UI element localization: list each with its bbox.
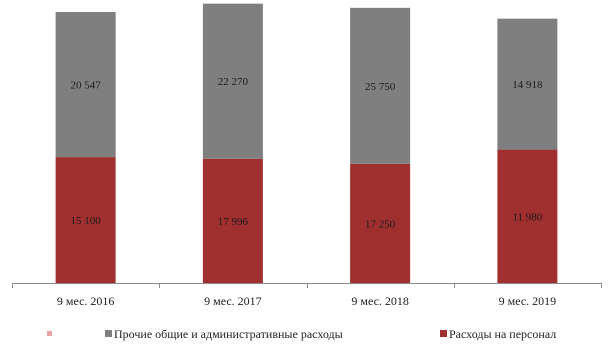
bars-layer [55,3,558,283]
data-label-personnel-1: 15 100 [71,215,102,227]
legend-swatch-2 [440,330,447,337]
data-label-personnel-3: 17 250 [365,218,396,230]
bar-personnel-4 [497,149,558,283]
bar-other-admin-3 [350,7,411,164]
bar-personnel-3 [350,163,411,283]
x-tick-label-3: 9 мес. 2018 [351,294,409,308]
x-axis: 9 мес. 2016 9 мес. 2017 9 мес. 2018 9 мес. … [12,283,602,308]
legend-label-2: Расходы на персонал [449,327,556,341]
data-labels-layer: 15 100 20 547 17 996 22 270 17 250 25 750 11 9… [71,76,544,230]
bar-other-admin-4 [497,18,558,150]
legend-swatch-1 [105,330,112,337]
x-tick-label-2: 9 мес. 2017 [204,294,262,308]
bar-other-admin-2 [202,3,263,159]
data-label-other-admin-1: 20 547 [71,80,102,92]
data-label-other-admin-4: 14 918 [512,79,543,91]
data-label-other-admin-2: 22 270 [218,76,249,88]
data-label-personnel-4: 11 980 [512,211,542,223]
data-label-personnel-2: 17 996 [218,216,249,228]
bar-personnel-1 [55,157,116,283]
bar-other-admin-1 [55,12,116,158]
data-label-other-admin-3: 25 750 [365,81,396,93]
legend-marker-empty [47,331,52,336]
x-tick-label-4: 9 мес. 2019 [499,294,557,308]
x-tick-label-1: 9 мес. 2016 [57,294,115,308]
bar-personnel-2 [202,158,263,283]
legend: Прочие общие и административные расходы Р… [47,327,556,341]
legend-label-1: Прочие общие и административные расходы [114,327,343,341]
